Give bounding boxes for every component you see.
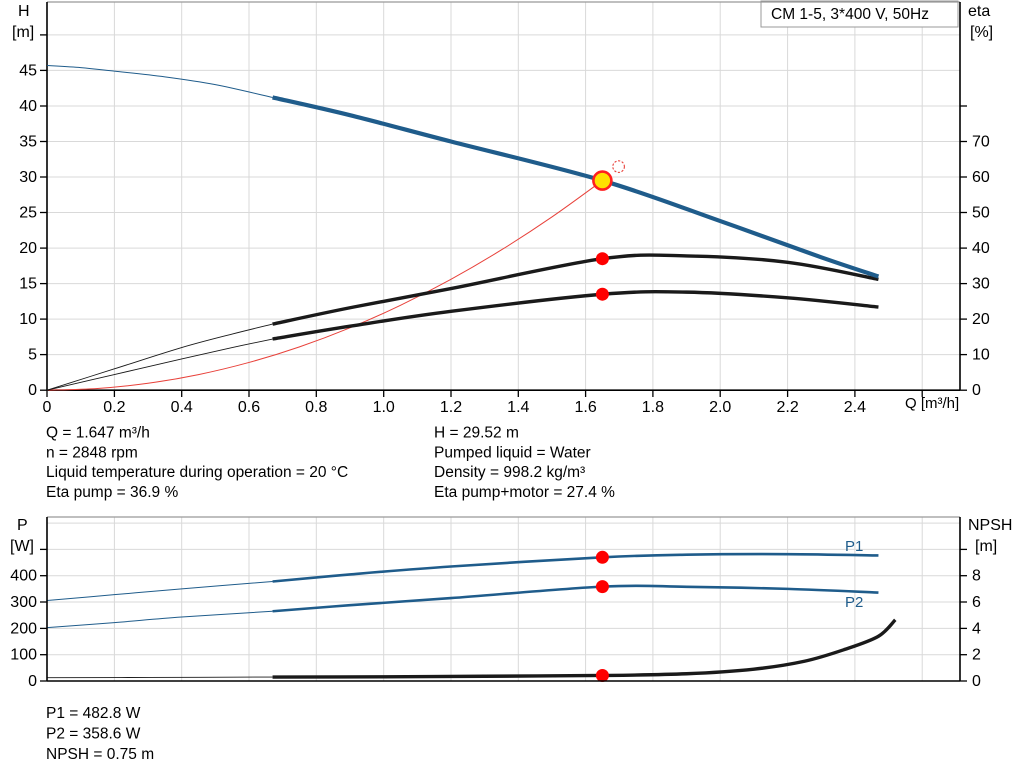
svg-text:H: H [18,3,30,20]
svg-text:0: 0 [43,399,52,416]
svg-text:eta: eta [968,3,990,20]
svg-text:[m]: [m] [975,538,997,555]
svg-text:P2: P2 [845,594,863,611]
svg-text:10: 10 [19,311,37,328]
svg-text:30: 30 [19,169,37,186]
svg-text:15: 15 [19,276,37,293]
svg-text:0: 0 [28,673,37,690]
svg-text:20: 20 [972,311,990,328]
svg-text:Q [m³/h]: Q [m³/h] [905,395,959,412]
svg-text:10: 10 [972,347,990,364]
svg-text:CM 1-5, 3*400 V, 50Hz: CM 1-5, 3*400 V, 50Hz [771,6,929,23]
svg-text:1.4: 1.4 [507,399,529,416]
svg-text:1.6: 1.6 [574,399,596,416]
svg-text:Liquid temperature during oper: Liquid temperature during operation = 20… [46,464,348,481]
svg-text:5: 5 [28,347,37,364]
svg-text:2.4: 2.4 [844,399,866,416]
svg-text:2: 2 [972,647,981,664]
svg-text:Pumped liquid = Water: Pumped liquid = Water [434,444,591,461]
svg-text:60: 60 [972,169,990,186]
svg-text:25: 25 [19,205,37,222]
svg-text:Eta pump = 36.9 %: Eta pump = 36.9 % [46,484,178,501]
svg-text:0: 0 [972,382,981,399]
svg-text:P1 = 482.8 W: P1 = 482.8 W [46,705,141,722]
svg-text:70: 70 [972,134,990,151]
svg-text:P: P [17,517,28,534]
svg-text:n = 2848 rpm: n = 2848 rpm [46,444,138,461]
svg-text:H = 29.52 m: H = 29.52 m [434,425,519,442]
svg-text:P2 = 358.6 W: P2 = 358.6 W [46,725,141,742]
svg-text:Eta pump+motor = 27.4 %: Eta pump+motor = 27.4 % [434,484,615,501]
svg-text:4: 4 [972,620,981,637]
svg-text:[m]: [m] [12,24,34,41]
svg-text:40: 40 [19,98,37,115]
svg-text:200: 200 [10,620,37,637]
svg-text:2.2: 2.2 [776,399,798,416]
svg-text:1.0: 1.0 [373,399,395,416]
svg-text:P1: P1 [845,538,863,555]
svg-text:Density = 998.2 kg/m³: Density = 998.2 kg/m³ [434,464,585,481]
svg-text:50: 50 [972,205,990,222]
svg-text:35: 35 [19,134,37,151]
svg-text:0.2: 0.2 [103,399,125,416]
svg-text:Q = 1.647 m³/h: Q = 1.647 m³/h [46,425,150,442]
svg-text:40: 40 [972,240,990,257]
svg-text:0.6: 0.6 [238,399,260,416]
svg-text:20: 20 [19,240,37,257]
svg-text:NPSH = 0.75 m: NPSH = 0.75 m [46,746,154,763]
svg-text:2.0: 2.0 [709,399,731,416]
svg-text:NPSH: NPSH [968,517,1012,534]
svg-text:1.2: 1.2 [440,399,462,416]
svg-text:0.8: 0.8 [305,399,327,416]
svg-text:30: 30 [972,276,990,293]
svg-text:8: 8 [972,568,981,585]
svg-text:100: 100 [10,647,37,664]
svg-text:0: 0 [972,673,981,690]
svg-text:6: 6 [972,594,981,611]
svg-text:1.8: 1.8 [642,399,664,416]
svg-text:[W]: [W] [10,538,34,555]
svg-text:0: 0 [28,382,37,399]
svg-text:45: 45 [19,62,37,79]
svg-text:0.4: 0.4 [171,399,193,416]
svg-text:300: 300 [10,594,37,611]
svg-text:400: 400 [10,568,37,585]
svg-text:[%]: [%] [970,24,993,41]
